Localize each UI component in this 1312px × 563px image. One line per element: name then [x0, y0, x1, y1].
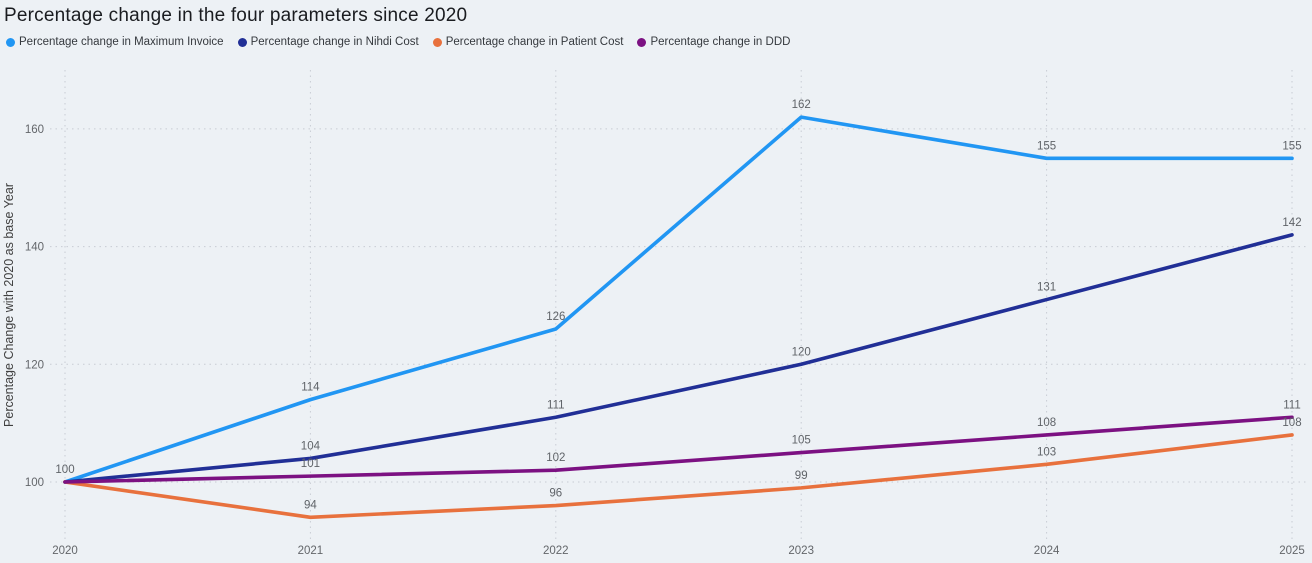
data-label-maximum-invoice-2024: 155 [1037, 140, 1056, 152]
data-label-nihdi-cost-2022: 111 [547, 399, 564, 411]
x-tick-2025: 2025 [1279, 545, 1305, 557]
data-label-ddd-2024: 108 [1037, 417, 1056, 429]
y-tick-120: 120 [25, 359, 44, 371]
data-label-ddd-2021: 101 [301, 458, 320, 470]
data-label-nihdi-cost-2025: 142 [1282, 217, 1301, 229]
x-tick-2023: 2023 [788, 545, 814, 557]
data-label-patient-cost-2023: 99 [795, 470, 808, 482]
series-line-patient-cost[interactable] [63, 433, 1294, 520]
data-label-patient-cost-2024: 103 [1037, 446, 1056, 458]
data-label-maximum-invoice-2025: 155 [1282, 140, 1301, 152]
x-tick-2022: 2022 [543, 545, 569, 557]
chart-header: Percentage change in the four parameters… [0, 0, 1312, 48]
data-label-patient-cost-2022: 96 [549, 488, 562, 500]
data-label-nihdi-cost-2021: 104 [301, 440, 321, 452]
series-line-ddd[interactable] [63, 415, 1294, 484]
data-label-maximum-invoice-2021: 114 [301, 382, 320, 394]
data-label-nihdi-cost-2024: 131 [1037, 282, 1056, 294]
x-tick-2024: 2024 [1034, 545, 1060, 557]
data-label-ddd-2023: 105 [792, 435, 811, 447]
data-label-nihdi-cost-2023: 120 [792, 346, 811, 358]
legend-label-nihdi-cost: Percentage change in Nihdi Cost [250, 36, 419, 48]
chart-title: Percentage change in the four parameters… [4, 5, 468, 26]
y-tick-140: 140 [25, 242, 44, 254]
x-tick-2020: 2020 [52, 545, 78, 557]
data-label-patient-cost-2021: 94 [304, 499, 317, 511]
legend-item-maximum-invoice[interactable]: Percentage change in Maximum Invoice [6, 36, 224, 48]
x-tick-2021: 2021 [298, 545, 324, 557]
legend-dot-patient-cost [432, 37, 442, 47]
gridlines [50, 70, 1306, 540]
legend-label-patient-cost: Percentage change in Patient Cost [445, 36, 624, 48]
data-label-maximum-invoice-2020: 100 [55, 464, 74, 476]
y-axis-title: Percentage Change with 2020 as base Year [2, 183, 16, 427]
series-line-maximum-invoice[interactable] [63, 115, 1294, 484]
legend-item-patient-cost[interactable]: Percentage change in Patient Cost [432, 36, 624, 48]
legend-dot-maximum-invoice [6, 37, 15, 47]
y-axis-ticks: 100 120 140 160 [25, 124, 44, 489]
y-tick-160: 160 [25, 124, 44, 136]
data-labels: 100 114 126 162 155 155 104 111 120 131 142 94 96 99 1… [55, 99, 1301, 511]
data-label-ddd-2022: 102 [546, 452, 565, 464]
legend-dot-nihdi-cost [237, 37, 247, 47]
legend-label-maximum-invoice: Percentage change in Maximum Invoice [19, 36, 224, 48]
data-label-patient-cost-2025: 108 [1282, 417, 1301, 429]
chart-legend: Percentage change in Maximum Invoice Perc… [6, 36, 1312, 48]
legend-item-nihdi-cost[interactable]: Percentage change in Nihdi Cost [237, 36, 419, 48]
legend-item-ddd[interactable]: Percentage change in DDD [637, 36, 790, 48]
x-axis-ticks: 2020 2021 2022 2023 2024 2025 [52, 545, 1305, 557]
series-line-nihdi-cost[interactable] [63, 233, 1294, 484]
data-label-maximum-invoice-2022: 126 [546, 311, 565, 323]
data-label-ddd-2025: 111 [1283, 399, 1300, 411]
legend-label-ddd: Percentage change in DDD [650, 36, 791, 48]
data-label-maximum-invoice-2023: 162 [792, 99, 811, 111]
legend-dot-ddd [637, 37, 647, 47]
y-tick-100: 100 [25, 477, 44, 489]
